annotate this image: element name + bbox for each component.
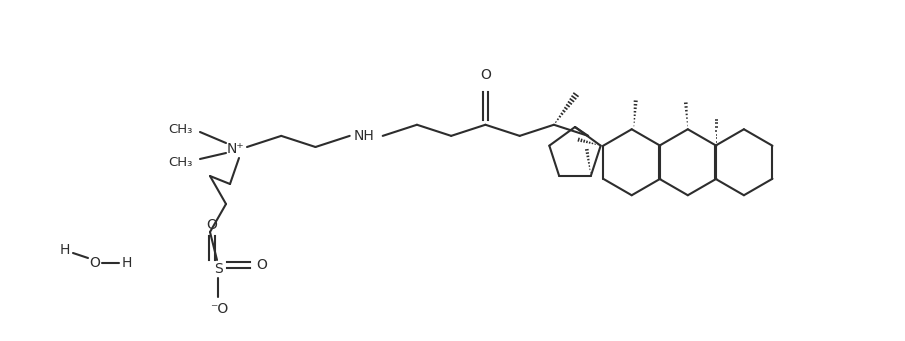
Text: CH₃: CH₃ [167,122,192,135]
Text: CH₃: CH₃ [167,155,192,168]
Text: O: O [480,68,491,82]
Text: O: O [206,218,217,232]
Text: S: S [214,262,223,276]
Text: H: H [60,243,71,257]
Text: O: O [90,256,100,270]
Text: H: H [122,256,132,270]
Text: ⁻O: ⁻O [210,302,228,316]
Text: NH: NH [353,129,374,143]
Text: N⁺: N⁺ [226,142,243,156]
Text: O: O [256,258,268,272]
